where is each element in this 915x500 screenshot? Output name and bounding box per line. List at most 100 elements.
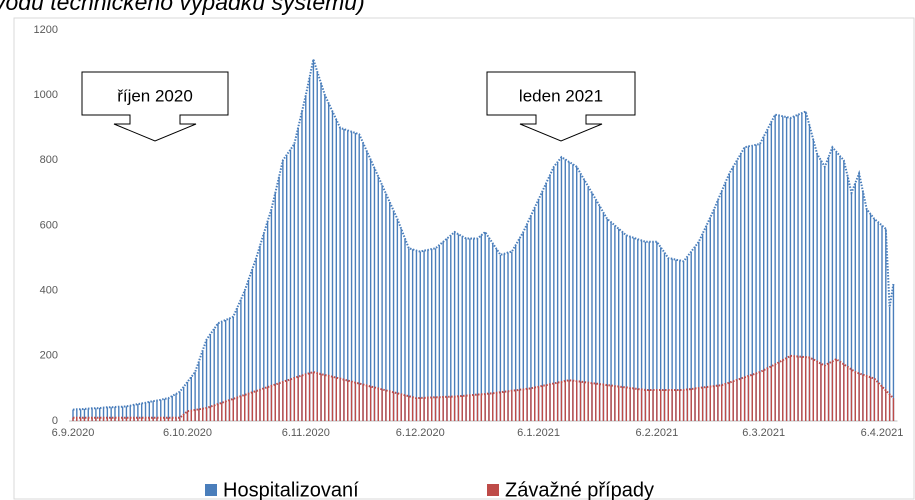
- bar: [91, 417, 93, 421]
- bar: [602, 384, 605, 421]
- bar: [450, 396, 452, 421]
- bar: [755, 144, 757, 421]
- bar: [701, 233, 704, 421]
- bar: [87, 408, 89, 421]
- bar: [690, 251, 692, 421]
- bar: [667, 390, 670, 421]
- bar: [747, 146, 750, 421]
- bar: [686, 389, 689, 421]
- bar: [877, 222, 879, 421]
- bar: [396, 393, 399, 421]
- bar: [812, 359, 815, 421]
- bar: [308, 373, 311, 421]
- bar: [881, 386, 883, 421]
- bar: [404, 238, 406, 421]
- x-tick-label: 6.10.2020: [163, 427, 212, 439]
- bar: [202, 350, 204, 421]
- x-tick-label: 6.3.2021: [742, 427, 785, 439]
- bar: [457, 234, 460, 421]
- bar: [640, 389, 643, 421]
- bar: [278, 176, 280, 421]
- bar: [892, 398, 895, 421]
- bar: [514, 390, 517, 421]
- bar: [682, 390, 685, 421]
- bar: [831, 147, 834, 422]
- bar: [858, 373, 860, 421]
- bar: [644, 390, 647, 421]
- bar: [251, 268, 254, 421]
- bar: [373, 387, 376, 421]
- bar: [850, 369, 853, 421]
- bar: [152, 401, 154, 421]
- bar: [221, 321, 223, 421]
- bar: [438, 245, 441, 421]
- bar: [350, 381, 353, 421]
- trend-line: [72, 55, 895, 411]
- bar: [305, 374, 307, 421]
- bar: [560, 381, 563, 421]
- bar: [347, 380, 349, 421]
- bar: [179, 391, 181, 421]
- bar: [224, 319, 227, 421]
- bar: [659, 390, 662, 421]
- bar: [625, 235, 628, 421]
- bar: [885, 228, 887, 421]
- bar: [507, 391, 509, 421]
- bar: [770, 366, 773, 421]
- bar: [526, 223, 528, 421]
- bar: [789, 117, 792, 421]
- bar: [228, 400, 231, 421]
- bar: [637, 239, 639, 421]
- bar: [843, 364, 845, 421]
- bar: [320, 83, 322, 421]
- bar: [888, 306, 891, 421]
- bar: [892, 284, 895, 421]
- bar: [873, 218, 876, 421]
- bar: [263, 388, 265, 421]
- bar: [766, 129, 769, 422]
- bar: [102, 407, 105, 421]
- bar: [247, 393, 250, 421]
- bar: [274, 192, 276, 421]
- bar: [801, 113, 803, 422]
- bar: [511, 251, 513, 421]
- bar: [598, 205, 601, 421]
- bar: [480, 394, 483, 421]
- bar: [633, 237, 635, 421]
- bar: [140, 417, 143, 421]
- bar: [186, 381, 189, 421]
- bar: [862, 374, 864, 421]
- bar: [465, 238, 467, 421]
- bar: [343, 379, 345, 421]
- bar: [583, 382, 586, 421]
- bar: [663, 390, 666, 421]
- bar: [778, 115, 780, 421]
- bar: [820, 363, 822, 421]
- bar: [79, 409, 82, 421]
- bar: [171, 417, 173, 421]
- bar: [804, 111, 807, 421]
- bar: [453, 396, 456, 421]
- bar: [732, 381, 734, 421]
- bar: [694, 246, 696, 421]
- bar: [820, 160, 822, 422]
- bar: [698, 241, 700, 421]
- bar: [763, 370, 765, 421]
- bar: [167, 417, 170, 421]
- bar: [205, 407, 208, 421]
- bar: [839, 361, 841, 421]
- bar: [354, 382, 357, 421]
- bar: [484, 232, 486, 421]
- bar: [686, 256, 689, 421]
- bar: [751, 374, 753, 421]
- bar: [663, 252, 666, 421]
- bar: [121, 417, 124, 421]
- bar: [209, 334, 212, 421]
- bar: [827, 157, 830, 421]
- bar: [240, 299, 242, 421]
- bar: [736, 379, 738, 421]
- bar: [751, 145, 753, 421]
- bar: [133, 404, 135, 421]
- bar: [95, 408, 97, 421]
- bar: [76, 409, 78, 421]
